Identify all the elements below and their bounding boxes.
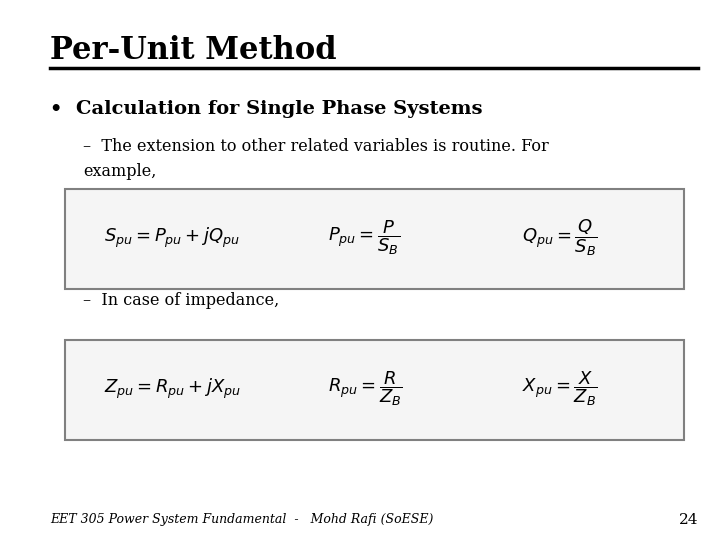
- FancyBboxPatch shape: [65, 340, 684, 440]
- Text: •  Calculation for Single Phase Systems: • Calculation for Single Phase Systems: [50, 100, 483, 118]
- Text: $X_{pu} = \dfrac{X}{Z_B}$: $X_{pu} = \dfrac{X}{Z_B}$: [522, 369, 597, 408]
- Text: $P_{pu} = \dfrac{P}{S_B}$: $P_{pu} = \dfrac{P}{S_B}$: [328, 218, 400, 257]
- Text: $Z_{pu} = R_{pu} + jX_{pu}$: $Z_{pu} = R_{pu} + jX_{pu}$: [104, 377, 241, 401]
- Text: Per-Unit Method: Per-Unit Method: [50, 35, 337, 66]
- Text: –  The extension to other related variables is routine. For
example,: – The extension to other related variabl…: [83, 138, 549, 179]
- Text: $Q_{pu} = \dfrac{Q}{S_B}$: $Q_{pu} = \dfrac{Q}{S_B}$: [522, 217, 598, 258]
- Text: $R_{pu} = \dfrac{R}{Z_B}$: $R_{pu} = \dfrac{R}{Z_B}$: [328, 369, 402, 408]
- Text: 24: 24: [679, 512, 698, 526]
- Text: EET 305 Power System Fundamental  -   Mohd Rafi (SoESE): EET 305 Power System Fundamental - Mohd …: [50, 514, 433, 526]
- Text: –  In case of impedance,: – In case of impedance,: [83, 292, 279, 308]
- Text: $S_{pu} = P_{pu} + jQ_{pu}$: $S_{pu} = P_{pu} + jQ_{pu}$: [104, 226, 240, 249]
- FancyBboxPatch shape: [65, 189, 684, 289]
